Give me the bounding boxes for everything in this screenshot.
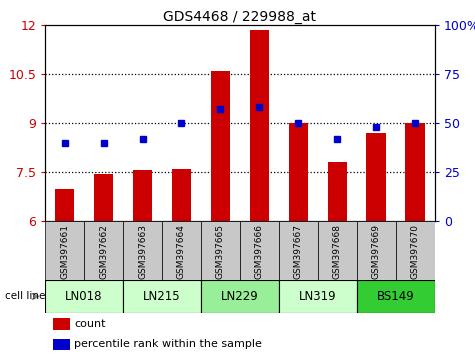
Bar xyxy=(133,171,152,221)
Bar xyxy=(210,71,230,221)
Bar xyxy=(53,338,70,350)
Text: GSM397663: GSM397663 xyxy=(138,224,147,279)
Bar xyxy=(45,221,84,280)
Bar xyxy=(201,221,240,280)
Text: GSM397661: GSM397661 xyxy=(60,224,69,279)
Text: GSM397668: GSM397668 xyxy=(333,224,342,279)
Bar xyxy=(357,221,396,280)
Bar xyxy=(279,280,357,313)
Bar xyxy=(357,280,435,313)
Bar xyxy=(327,162,347,221)
Text: cell line: cell line xyxy=(5,291,45,302)
Bar xyxy=(171,169,191,221)
Bar xyxy=(318,221,357,280)
Bar xyxy=(201,280,279,313)
Text: GSM397666: GSM397666 xyxy=(255,224,264,279)
Bar xyxy=(53,318,70,330)
Bar xyxy=(45,280,123,313)
Bar xyxy=(250,30,269,221)
Bar xyxy=(289,123,308,221)
Text: LN018: LN018 xyxy=(66,290,103,303)
Bar xyxy=(94,174,113,221)
Text: GSM397667: GSM397667 xyxy=(294,224,303,279)
Bar xyxy=(240,221,279,280)
Text: GSM397665: GSM397665 xyxy=(216,224,225,279)
Bar xyxy=(55,188,74,221)
Text: LN319: LN319 xyxy=(299,290,337,303)
Bar xyxy=(405,123,425,221)
Title: GDS4468 / 229988_at: GDS4468 / 229988_at xyxy=(163,10,316,24)
Bar xyxy=(367,133,386,221)
Bar xyxy=(396,221,435,280)
Bar xyxy=(123,221,162,280)
Text: BS149: BS149 xyxy=(377,290,415,303)
Text: LN215: LN215 xyxy=(143,290,181,303)
Text: GSM397669: GSM397669 xyxy=(372,224,380,279)
Text: GSM397670: GSM397670 xyxy=(411,224,419,279)
Text: percentile rank within the sample: percentile rank within the sample xyxy=(74,339,262,349)
Text: GSM397662: GSM397662 xyxy=(99,224,108,279)
Bar xyxy=(84,221,123,280)
Text: LN229: LN229 xyxy=(221,290,259,303)
Bar xyxy=(123,280,201,313)
Text: count: count xyxy=(74,319,106,329)
Bar xyxy=(279,221,318,280)
Bar xyxy=(162,221,201,280)
Text: GSM397664: GSM397664 xyxy=(177,224,186,279)
